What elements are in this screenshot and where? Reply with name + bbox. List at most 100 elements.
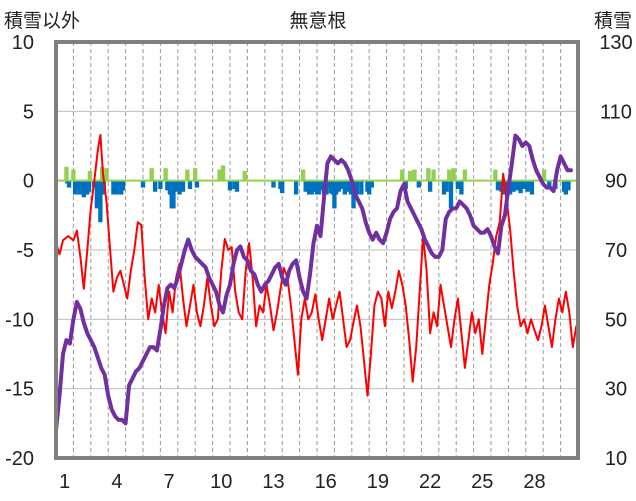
precip-bar: [529, 180, 535, 195]
precip-bar: [158, 180, 163, 189]
precip-bar: [242, 170, 247, 181]
precip-bar: [448, 180, 454, 209]
precip-bar: [416, 180, 421, 188]
precip-bar: [81, 180, 87, 198]
precip-bar: [227, 180, 233, 191]
precip-bar: [521, 180, 527, 189]
precip-bar: [527, 180, 532, 188]
right-tick-label: 50: [605, 309, 627, 331]
precip-bar: [173, 180, 178, 192]
temperature-line: [55, 133, 578, 397]
x-tick-label: 7: [164, 471, 175, 493]
precip-bar: [303, 180, 308, 192]
precip-bar: [462, 169, 468, 181]
x-tick-label: 4: [111, 471, 122, 493]
precip-bar: [271, 180, 276, 188]
precip-bar: [293, 180, 299, 195]
precip-bar: [340, 180, 345, 189]
precip-bar: [566, 180, 571, 191]
precip-bar: [326, 180, 331, 188]
precip-bar: [177, 180, 182, 195]
precip-bar: [359, 180, 364, 195]
right-tick-label: 10: [605, 448, 627, 470]
precip-bar: [412, 169, 417, 181]
precip-bar: [187, 180, 193, 189]
precip-bar: [493, 169, 498, 181]
snow-depth-line: [54, 133, 573, 433]
precip-bar: [163, 168, 168, 181]
right-tick-label: 110: [600, 101, 632, 123]
precip-bar: [116, 180, 121, 189]
precip-bar: [311, 180, 316, 192]
precip-bar: [459, 180, 464, 195]
right-tick-label: 130: [599, 32, 632, 54]
precip-bar: [354, 180, 360, 195]
precip-bar: [369, 180, 374, 188]
precip-bar: [515, 180, 521, 191]
precip-bar: [171, 180, 176, 209]
precip-bar: [234, 180, 240, 192]
plot-frame: [54, 40, 580, 460]
right-tick-label: 30: [605, 379, 627, 401]
precip-bar: [547, 180, 552, 188]
precip-bar: [495, 180, 501, 191]
left-tick-label: -10: [5, 309, 34, 331]
x-tick-label: 25: [471, 471, 493, 493]
precip-bar: [71, 169, 76, 181]
precip-bar: [66, 180, 72, 188]
precip-bar: [74, 180, 80, 189]
left-axis-label: 積雪以外: [4, 10, 80, 32]
precip-bar: [149, 168, 154, 181]
precip-bar: [193, 168, 198, 181]
precip-bar: [300, 169, 306, 181]
right-axis-label: 積雪: [594, 10, 632, 32]
precip-bar: [367, 180, 372, 195]
precip-bar: [444, 180, 449, 192]
x-tick-label: 22: [419, 471, 441, 493]
precip-bar: [280, 180, 285, 194]
left-tick-label: 0: [23, 171, 34, 193]
precip-bar: [140, 180, 146, 188]
left-tick-label: -5: [16, 240, 34, 262]
precip-bar: [441, 180, 447, 195]
precip-bar: [407, 170, 413, 181]
precip-bar: [306, 180, 312, 195]
precip-bar: [563, 180, 568, 195]
precip-bar: [348, 180, 354, 195]
right-tick-label: 70: [605, 240, 627, 262]
precip-bar: [400, 169, 405, 181]
precip-bar: [194, 180, 200, 188]
precip-bar: [426, 168, 431, 181]
precip-bar: [180, 180, 186, 192]
precip-bar: [220, 165, 226, 181]
precip-bar: [431, 169, 436, 181]
precip-bar: [336, 180, 341, 192]
precip-bar: [451, 168, 456, 181]
precip-bar: [232, 180, 237, 189]
left-tick-label: 5: [23, 101, 34, 123]
precip-bar: [319, 180, 324, 191]
precip-bar: [518, 180, 523, 194]
chart-title: 無意根: [289, 10, 346, 32]
precip-bar: [427, 180, 433, 192]
precip-bar: [153, 180, 158, 192]
precip-bar: [120, 180, 126, 191]
x-tick-label: 19: [367, 471, 389, 493]
precip-bar: [165, 180, 170, 191]
precip-bar: [511, 180, 516, 192]
left-tick-label: 10: [12, 32, 34, 54]
precip-bar: [98, 180, 103, 223]
x-tick-label: 13: [262, 471, 284, 493]
left-tick-label: -15: [5, 379, 34, 401]
precip-bar: [86, 180, 92, 192]
precip-bar: [333, 180, 339, 195]
precip-bar: [185, 169, 190, 181]
right-tick-label: 90: [605, 171, 627, 193]
series-lines: [54, 133, 578, 433]
x-tick-label: 1: [59, 471, 70, 493]
x-tick-label: 16: [315, 471, 337, 493]
precip-bar: [77, 180, 82, 195]
precip-bar: [455, 180, 461, 189]
